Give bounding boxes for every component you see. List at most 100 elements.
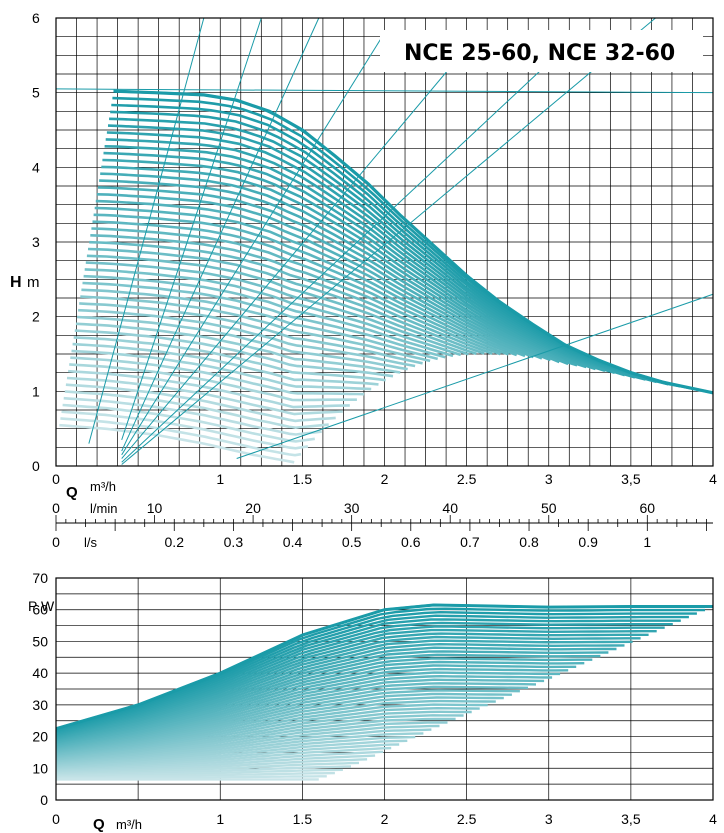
head-tick-label: 6 bbox=[32, 10, 40, 26]
power-curve bbox=[55, 614, 689, 733]
power-tick-label: 30 bbox=[32, 697, 48, 713]
power-curve bbox=[55, 667, 569, 749]
head-curve bbox=[75, 322, 401, 374]
head-curve bbox=[94, 206, 534, 359]
head-curve bbox=[69, 363, 357, 402]
power-curve bbox=[55, 710, 472, 761]
power-curve bbox=[55, 732, 424, 768]
head-tick-label: 1 bbox=[32, 383, 40, 399]
flow-tick-label-bottom: 2 bbox=[381, 811, 389, 827]
head-tick-label: 2 bbox=[32, 309, 40, 325]
power-flow-chart: 0 10 20 30 40 50 60 70 0 1 1.5 2 2.5 3 3,5 4 P W Q m³/… bbox=[28, 570, 717, 833]
power-curve bbox=[55, 771, 335, 779]
power-curve bbox=[55, 650, 609, 744]
head-curve bbox=[107, 124, 646, 381]
head-curve bbox=[90, 234, 501, 356]
power-curve bbox=[55, 724, 440, 766]
max-power-curve bbox=[55, 603, 713, 731]
power-tick-label: 0 bbox=[40, 792, 48, 808]
power-curve bbox=[55, 775, 327, 780]
head-curve bbox=[92, 220, 518, 357]
head-curve bbox=[97, 186, 560, 364]
head-axis-label: H bbox=[10, 274, 22, 291]
flow-axis-label-bottom: Q bbox=[93, 816, 105, 833]
power-tick-label: 60 bbox=[32, 602, 48, 618]
head-tick-label: 5 bbox=[32, 85, 40, 101]
power-curve bbox=[55, 664, 577, 748]
head-curve bbox=[89, 240, 493, 355]
head-curve bbox=[82, 281, 446, 359]
head-curve bbox=[91, 227, 509, 356]
power-curve bbox=[55, 635, 641, 740]
head-curve bbox=[64, 390, 329, 430]
flow-tick-label-bottom: 4 bbox=[709, 811, 717, 827]
power-curve bbox=[55, 685, 529, 754]
head-curve bbox=[83, 274, 454, 358]
head-curve bbox=[59, 423, 295, 464]
power-curve bbox=[55, 714, 464, 762]
power-curve bbox=[55, 696, 504, 757]
flow-tick-label-bottom: 1.5 bbox=[293, 811, 313, 827]
head-curve bbox=[106, 131, 636, 379]
flow-tick-label-top: 4 bbox=[709, 471, 717, 487]
head-curve bbox=[102, 158, 596, 371]
ls-tick-label: 0.3 bbox=[224, 534, 244, 550]
power-curve bbox=[55, 706, 480, 760]
flow-tick-label-top: 1 bbox=[216, 471, 224, 487]
lmin-tick-label: 30 bbox=[344, 500, 360, 516]
lmin-axis-label: l/min bbox=[90, 501, 117, 516]
system-curve-line bbox=[55, 88, 714, 94]
power-curve bbox=[55, 678, 545, 752]
ls-tick-label: 0.2 bbox=[165, 534, 185, 550]
flow-tick-label-top: 3 bbox=[545, 471, 553, 487]
lmin-tick-label: 0 bbox=[52, 500, 60, 516]
power-curve bbox=[55, 721, 448, 764]
flow-tick-label-top: 3,5 bbox=[621, 471, 641, 487]
head-curve bbox=[100, 172, 578, 367]
head-curve bbox=[95, 199, 543, 360]
flow-tick-label-bottom: 2.5 bbox=[457, 811, 477, 827]
ls-tick-label: 0.8 bbox=[519, 534, 539, 550]
power-curve bbox=[55, 699, 496, 758]
head-flow-chart: 0 1 2 3 4 5 6 0 1 1.5 2 2.5 3 3,5 4 NCE 25-60, NCE 32… bbox=[10, 10, 717, 501]
ls-tick-label: 0 bbox=[52, 534, 60, 550]
system-curve-line bbox=[121, 17, 656, 465]
head-curve bbox=[96, 193, 551, 362]
system-curve-line bbox=[88, 17, 205, 444]
head-tick-label: 0 bbox=[32, 458, 40, 474]
chart-title: NCE 25-60, NCE 32-60 bbox=[404, 41, 675, 66]
power-curve bbox=[55, 692, 512, 756]
head-curve bbox=[61, 410, 309, 450]
power-curve bbox=[55, 750, 384, 773]
power-curve bbox=[55, 660, 585, 747]
power-curve bbox=[55, 607, 705, 731]
head-curve bbox=[79, 302, 423, 365]
head-curve bbox=[93, 213, 526, 358]
head-curve bbox=[99, 179, 569, 366]
flow-tick-label-bottom: 0 bbox=[52, 811, 60, 827]
head-curve bbox=[63, 396, 322, 436]
power-curve bbox=[55, 657, 593, 746]
power-curve bbox=[55, 754, 376, 774]
flow-tick-label-top: 0 bbox=[52, 471, 60, 487]
head-curve bbox=[81, 288, 439, 361]
max-head-curve bbox=[113, 89, 714, 395]
flow-tick-label-top: 1.5 bbox=[293, 471, 313, 487]
ls-axis-label: l/s bbox=[84, 535, 98, 550]
head-curve bbox=[86, 254, 477, 355]
head-curve bbox=[70, 356, 365, 396]
system-curve-line bbox=[121, 17, 262, 441]
power-curve bbox=[55, 653, 601, 745]
head-curve bbox=[66, 376, 343, 416]
power-curve bbox=[55, 682, 537, 753]
power-tick-label: 10 bbox=[32, 760, 48, 776]
flow-tick-label-bottom: 1 bbox=[216, 811, 224, 827]
head-curve bbox=[80, 295, 431, 363]
head-axis-unit: m bbox=[27, 274, 40, 291]
power-curve bbox=[55, 689, 520, 755]
power-curve bbox=[55, 625, 665, 737]
head-curve bbox=[84, 268, 462, 357]
head-curve bbox=[87, 247, 485, 355]
ls-tick-label: 1 bbox=[643, 534, 651, 550]
